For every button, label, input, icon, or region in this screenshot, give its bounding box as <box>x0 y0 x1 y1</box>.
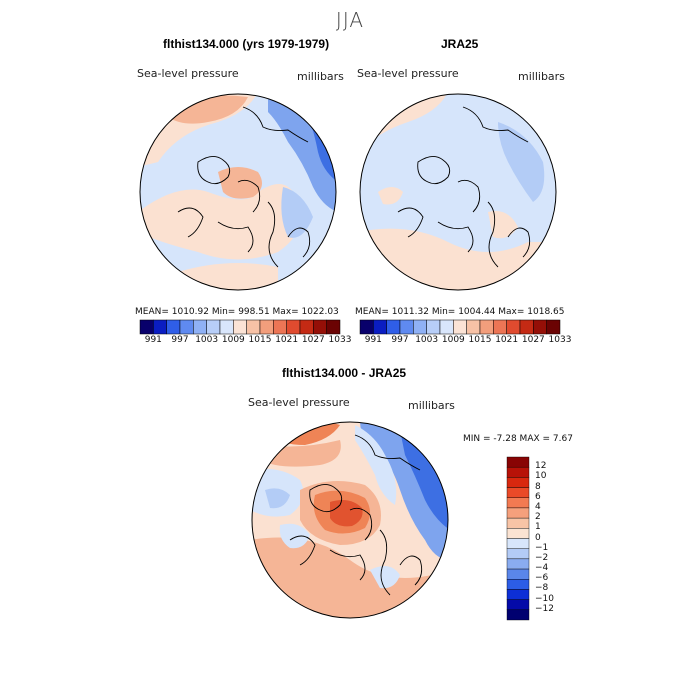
panel3-colorbar-tick-label: 12 <box>535 461 547 472</box>
panel3-colorbar-swatch <box>506 538 530 549</box>
panel3-colorbar-tick-label: 0 <box>535 532 541 543</box>
panel3-colorbar-tick-label: 1 <box>535 522 541 533</box>
panel3-colorbar-tick-label: 10 <box>535 471 547 482</box>
panel3-colorbar-tick-label: −8 <box>535 583 549 594</box>
panel1-colorbar-tick-label: 991 <box>144 335 162 345</box>
panel3-colorbar-tick-label: 8 <box>535 481 541 492</box>
panel2-colorbar-swatch <box>399 319 414 335</box>
panel1-colorbar-swatch <box>326 319 341 335</box>
panel3-colorbar-swatch <box>506 487 530 498</box>
panel2-variable-label: Sea-level pressure <box>357 67 459 80</box>
panel3-colorbar-swatch <box>506 456 530 468</box>
panel3-colorbar-swatch <box>506 466 530 478</box>
panel1-title: flthist134.000 (yrs 1979-1979) <box>163 37 330 51</box>
panel1-colorbar-swatch <box>139 319 154 335</box>
panel1-polar-map <box>139 93 337 291</box>
panel2-polar-map <box>359 93 557 291</box>
panel1-units-label: millibars <box>297 70 344 83</box>
panel2-colorbar-swatch <box>479 319 494 335</box>
panel2-colorbar-swatch <box>506 319 521 335</box>
panel1-colorbar-swatch <box>206 319 221 335</box>
panel1-colorbar-swatch <box>233 319 247 335</box>
panel2-colorbar-tick-label: 997 <box>391 335 409 345</box>
panel1-variable-label: Sea-level pressure <box>137 67 239 80</box>
panel3-colorbar-swatch <box>506 477 530 488</box>
panel2-colorbar-swatch <box>386 319 401 335</box>
panel2-colorbar-swatch <box>533 319 547 335</box>
panel2-colorbar-swatch <box>519 319 534 335</box>
panel2-colorbar-swatch <box>426 319 441 335</box>
panel3-colorbar-tick-label: −2 <box>535 552 549 563</box>
panel1-colorbar-swatch <box>313 319 327 335</box>
panel3-variable-label: Sea-level pressure <box>248 396 350 409</box>
panel1-colorbar-tick-label: 1003 <box>195 335 219 345</box>
panel1-colorbar-tick-label: 1033 <box>328 335 352 345</box>
panel2-colorbar-swatch <box>466 319 481 335</box>
panel1-stats: MEAN= 1010.92 Min= 998.51 Max= 1022.03 <box>135 307 339 317</box>
panel1-colorbar-tick-label: 997 <box>171 335 189 345</box>
panel2-colorbar-tick-label: 1021 <box>495 335 519 345</box>
panel1-colorbar-swatch <box>153 319 167 335</box>
panel1-colorbar-swatch <box>259 319 274 335</box>
panel3-colorbar-swatch <box>506 609 530 621</box>
panel1-colorbar-swatch <box>166 319 181 335</box>
panel2-colorbar-swatch <box>359 319 374 335</box>
panel2-colorbar-swatch <box>493 319 507 335</box>
panel2-colorbar-tick-label: 1033 <box>548 335 572 345</box>
panel3-polar-map <box>251 421 449 619</box>
panel3-title: flthist134.000 - JRA25 <box>282 366 407 380</box>
panel3-colorbar-swatch <box>506 507 530 519</box>
panel3-colorbar-tick-label: −12 <box>535 603 554 614</box>
panel2-colorbar-swatch <box>546 319 561 335</box>
panel1-colorbar-swatch <box>273 319 287 335</box>
panel2-colorbar-swatch <box>413 319 427 335</box>
panel3-colorbar-swatch <box>506 589 530 600</box>
panel3-colorbar-tick-label: −10 <box>535 593 554 604</box>
panel1-colorbar-tick-label: 1027 <box>301 335 325 345</box>
panel1-colorbar-swatch <box>179 319 194 335</box>
panel3-colorbar-tick-label: −6 <box>535 573 549 584</box>
panel3-colorbar-tick-label: −4 <box>535 563 549 574</box>
panel2-colorbar-tick-label: 1003 <box>415 335 439 345</box>
panel1-colorbar-swatch <box>219 319 234 335</box>
panel2-title: JRA25 <box>441 37 479 51</box>
panel3-colorbar-tick-label: −1 <box>535 542 549 553</box>
panel1-colorbar-swatch <box>193 319 207 335</box>
panel3-colorbar-swatch <box>506 548 530 560</box>
panel3-colorbar-tick-label: 6 <box>535 491 541 502</box>
panel2-colorbar-tick-label: 1009 <box>441 335 465 345</box>
panel3-stats: MIN = -7.28 MAX = 7.67 <box>463 434 573 444</box>
panel3-colorbar-swatch <box>506 497 530 509</box>
panel3-units-label: millibars <box>408 399 455 412</box>
panel3-colorbar-swatch <box>506 579 530 590</box>
panel2-units-label: millibars <box>518 70 565 83</box>
panel3-colorbar-swatch <box>506 568 530 580</box>
panel2-colorbar-tick-label: 1015 <box>468 335 492 345</box>
panel2-colorbar-tick-label: 1027 <box>521 335 545 345</box>
panel3-colorbar-tick-label: 2 <box>535 512 541 523</box>
panel3-colorbar-swatch <box>506 558 530 570</box>
panel3-colorbar-swatch <box>506 599 530 611</box>
panel1-colorbar-swatch <box>299 319 314 335</box>
panel3-colorbar-swatch <box>506 517 530 529</box>
panel2-colorbar-swatch <box>373 319 387 335</box>
panel3-colorbar-tick-label: 4 <box>535 501 541 512</box>
panel1-colorbar-swatch <box>246 319 261 335</box>
figure-title: JJA <box>335 8 365 32</box>
panel2-colorbar-swatch <box>453 319 467 335</box>
panel1-colorbar-tick-label: 1015 <box>248 335 272 345</box>
panel2-colorbar-swatch <box>439 319 454 335</box>
panel2-colorbar-tick-label: 991 <box>364 335 382 345</box>
panel1-colorbar-tick-label: 1009 <box>221 335 245 345</box>
panel1-colorbar-tick-label: 1021 <box>275 335 299 345</box>
panel2-stats: MEAN= 1011.32 Min= 1004.44 Max= 1018.65 <box>355 307 565 317</box>
panel1-colorbar-swatch <box>286 319 301 335</box>
panel3-colorbar-swatch <box>506 528 530 539</box>
